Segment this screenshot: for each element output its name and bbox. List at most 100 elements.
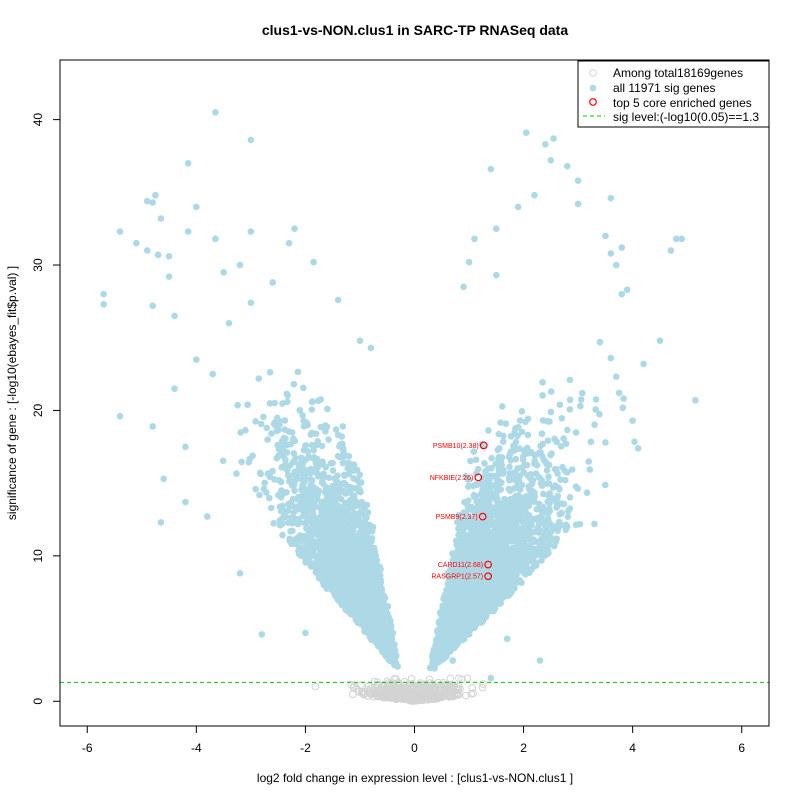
sig-point xyxy=(498,403,506,410)
sig-point xyxy=(286,535,293,543)
sig-point xyxy=(563,523,571,530)
sig-points-layer xyxy=(100,109,699,682)
nonsig-point xyxy=(453,690,462,699)
sig-point xyxy=(332,426,340,433)
sig-point xyxy=(545,473,552,481)
sig-point xyxy=(324,405,331,413)
sig-point xyxy=(552,465,560,473)
sig-point xyxy=(572,429,580,436)
nonsig-point xyxy=(429,686,437,694)
nonsig-point xyxy=(454,674,463,683)
sig-point xyxy=(481,493,488,501)
sig-point xyxy=(549,484,557,491)
sig-point xyxy=(529,476,537,484)
sig-point xyxy=(233,470,240,477)
sig-point xyxy=(318,442,326,450)
sig-point xyxy=(276,522,284,529)
sig-point xyxy=(322,428,329,435)
sig-point xyxy=(426,664,434,672)
sig-point xyxy=(460,563,468,571)
nonsig-point xyxy=(370,677,379,686)
sig-point xyxy=(356,486,363,493)
sig-point xyxy=(602,481,609,489)
sig-point xyxy=(327,460,335,467)
sig-point xyxy=(311,538,319,545)
sig-point xyxy=(334,472,341,479)
sig-point xyxy=(538,430,546,437)
sig-point xyxy=(353,466,361,474)
sig-point xyxy=(271,399,278,407)
sig-point xyxy=(485,427,492,434)
nonsig-point xyxy=(462,691,470,700)
chart-title: clus1-vs-NON.clus1 in SARC-TP RNASeq dat… xyxy=(262,22,568,38)
sig-point xyxy=(587,438,595,446)
sig-point xyxy=(307,465,315,473)
sig-point xyxy=(479,501,486,509)
sig-point xyxy=(531,545,539,553)
sig-point xyxy=(564,513,572,521)
nonsig-point xyxy=(311,682,320,691)
sig-point xyxy=(312,467,320,475)
sig-point xyxy=(288,429,296,436)
sig-point xyxy=(466,533,474,541)
sig-point xyxy=(538,557,545,564)
nonsig-point xyxy=(408,679,417,688)
nonsig-point xyxy=(417,687,425,696)
sig-point xyxy=(354,477,362,484)
sig-point xyxy=(524,415,532,423)
sig-point xyxy=(268,430,275,437)
sig-point xyxy=(544,515,552,522)
sig-point xyxy=(547,408,555,416)
sig-point xyxy=(514,423,522,431)
nonsig-point xyxy=(357,681,365,689)
sig-point xyxy=(376,572,384,579)
nonsig-point xyxy=(425,683,433,692)
sig-point xyxy=(539,503,547,511)
sig-point xyxy=(319,470,327,478)
sig-point xyxy=(252,485,260,493)
sig-point xyxy=(219,457,227,465)
nonsig-point xyxy=(359,690,368,698)
sig-point xyxy=(300,544,307,551)
sig-point xyxy=(562,476,569,484)
nonsig-point xyxy=(411,694,420,703)
sig-point xyxy=(285,473,293,480)
sig-point xyxy=(279,508,287,515)
sig-point xyxy=(518,579,525,587)
sig-point xyxy=(245,458,253,466)
sig-point xyxy=(283,390,291,398)
sig-point xyxy=(531,498,538,505)
sig-point xyxy=(276,421,283,428)
sig-point xyxy=(325,436,332,443)
sig-point xyxy=(612,373,620,380)
sig-point xyxy=(577,402,584,410)
sig-point xyxy=(294,368,302,376)
sig-point xyxy=(547,388,555,395)
sig-point xyxy=(286,478,293,485)
sig-point xyxy=(544,480,551,487)
sig-point xyxy=(543,417,551,425)
sig-point xyxy=(321,529,328,537)
sig-point xyxy=(502,420,510,428)
sig-point xyxy=(488,454,495,462)
nonsig-point xyxy=(383,692,392,701)
sig-point xyxy=(339,423,347,430)
nonsig-point xyxy=(424,692,433,700)
sig-point xyxy=(558,414,566,422)
sig-point xyxy=(523,569,531,577)
sig-point xyxy=(545,535,553,543)
sig-point xyxy=(543,467,551,474)
sig-point xyxy=(572,521,580,529)
nonsig-point xyxy=(478,683,487,692)
sig-point xyxy=(238,458,245,466)
sig-point xyxy=(299,412,306,419)
sig-point xyxy=(280,490,288,497)
sig-point xyxy=(300,384,307,392)
sig-point xyxy=(508,537,516,545)
nonsig-point xyxy=(393,691,401,700)
sig-point xyxy=(300,417,307,425)
sig-point xyxy=(472,456,480,464)
sig-point xyxy=(557,443,565,450)
sig-point xyxy=(481,460,488,467)
